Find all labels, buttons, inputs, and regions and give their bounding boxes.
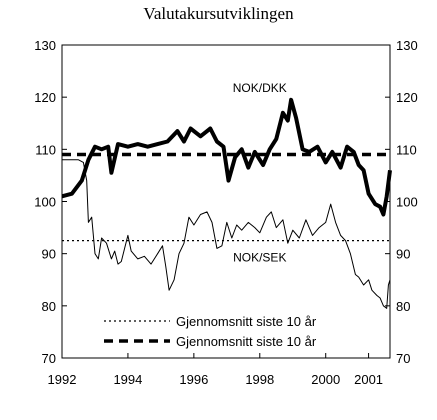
y-tick-label-left: 100	[34, 195, 56, 210]
y-tick-label-left: 90	[42, 247, 56, 262]
x-tick-label: 1992	[48, 372, 77, 387]
y-tick-label-left: 130	[34, 38, 56, 53]
y-tick-label-left: 110	[35, 142, 56, 157]
series-lines	[61, 97, 392, 309]
y-tick-label-right: 120	[396, 90, 418, 105]
plot-frame	[61, 44, 391, 359]
x-tick-label: 1994	[113, 372, 142, 387]
x-tick-label: 1996	[179, 372, 208, 387]
x-tick-label: 1998	[245, 372, 274, 387]
y-tick-label-left: 70	[42, 351, 56, 366]
y-tick-label-right: 110	[396, 142, 417, 157]
series-label: NOK/SEK	[233, 250, 286, 264]
y-tick-label-left: 120	[34, 90, 56, 105]
y-tick-label-right: 100	[396, 195, 418, 210]
x-tick-label: 2001	[354, 372, 383, 387]
y-tick-label-right: 70	[396, 351, 410, 366]
legend-label: Gjennomsnitt siste 10 år	[176, 314, 317, 329]
y-tick-label-left: 80	[42, 299, 56, 314]
series-line-nok-sek-thin-solid	[62, 159, 391, 309]
x-tick-label: 2000	[311, 372, 340, 387]
series-label: NOK/DKK	[233, 81, 287, 95]
axes: 70 70 80 80 90 90 100 100 110 110 120 120 130 130 1992…	[34, 38, 417, 387]
legend: Gjennomsnitt siste 10 år Gjennomsnitt sis…	[104, 314, 317, 349]
y-tick-label-right: 130	[396, 38, 418, 53]
legend-label: Gjennomsnitt siste 10 år	[176, 334, 317, 349]
series-line-nok-dkk-thick-solid	[61, 97, 392, 217]
y-tick-label-right: 80	[396, 299, 410, 314]
series-labels: NOK/DKK NOK/SEK	[233, 81, 287, 265]
chart-title: Valutakursutviklingen	[143, 4, 294, 23]
y-tick-label-right: 90	[396, 247, 410, 262]
